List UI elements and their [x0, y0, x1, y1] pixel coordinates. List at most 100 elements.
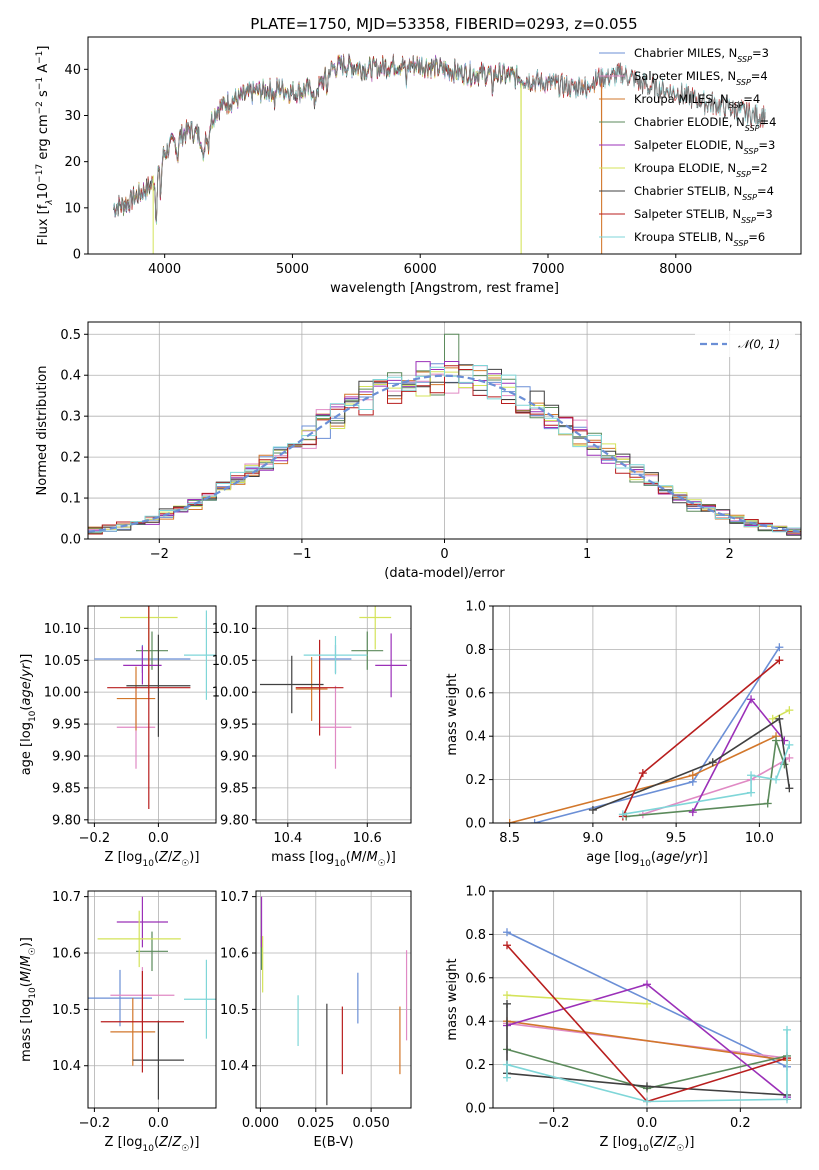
figure-title: PLATE=1750, MJD=53358, FIBERID=0293, z=0…	[250, 15, 637, 33]
tick-label-y: 0.3	[60, 410, 81, 425]
weight-line	[592, 717, 791, 811]
axes-frame	[87, 36, 802, 255]
weight-line	[772, 709, 790, 720]
axes-frame	[255, 890, 412, 1109]
axis-label-x: E(B-V)	[313, 1135, 353, 1150]
tick-label-y: 0.2	[60, 451, 81, 466]
axis-label-x: age [log10(age/yr)]	[586, 850, 708, 869]
tick-label-y: 0.0	[465, 817, 486, 832]
tick-label-y: 10.7	[52, 890, 81, 905]
tick-label-y: 10.05	[212, 654, 249, 669]
axes-frame	[87, 890, 217, 1109]
panel-weight-vs-Z: −0.2 0.0 0.2 0.0 0.2 0.4 0.6 0.8 1.0 Z [log10(Z/Z…	[445, 885, 802, 1154]
panel-residuals: 𝒩(0, 1) −2 −1 0 1 2 0.0 0.1 0.2 0.3 0.4 0.5 (data-mo…	[35, 321, 802, 581]
legend-entry: Salpeter MILES, NSSP=4	[634, 69, 768, 87]
tick-label-y: 10.10	[44, 622, 81, 637]
tick-label-y: 30	[64, 109, 81, 124]
tick-label-y: 0.4	[60, 369, 81, 384]
tick-label-y: 0.0	[60, 533, 81, 548]
tick-label-x: 0	[440, 547, 448, 562]
tick-label-y: 10.00	[212, 686, 249, 701]
axes-frame	[255, 605, 412, 824]
tick-label-y: 9.95	[52, 718, 81, 733]
axis-label-x: Z [log10(Z/Z☉)]	[105, 850, 200, 869]
axis-label-y: mass weight	[445, 958, 460, 1040]
tick-label-x: −2	[150, 547, 169, 562]
weight-line	[534, 646, 781, 823]
data-spectrum-line	[113, 56, 766, 222]
tick-label-x: 4000	[148, 262, 181, 277]
panel-spectrum: Chabrier MILES, NSSP=3 Salpeter MILES, NS…	[35, 36, 802, 296]
tick-label-x: 5000	[276, 262, 309, 277]
tick-label-x: 2	[726, 547, 734, 562]
axis-label-y: age [log10(age/yr)]	[19, 654, 38, 776]
tick-label-x: 10.0	[745, 831, 774, 846]
axes-frame	[492, 605, 802, 824]
legend-entry: Chabrier MILES, NSSP=3	[634, 46, 769, 64]
axis-label-y: mass [log10(M/M☉)]	[19, 937, 38, 1062]
tick-label-x: 0.025	[297, 1116, 334, 1131]
tick-label-y: 10.6	[220, 947, 249, 962]
tick-label-y: 1.0	[465, 885, 486, 900]
tick-label-x: 8000	[659, 262, 692, 277]
weight-line	[506, 931, 788, 1068]
tick-label-y: 40	[64, 63, 81, 78]
tick-label-y: 0.4	[465, 730, 486, 745]
tick-label-x: 9.0	[583, 831, 604, 846]
legend-entry: Salpeter STELIB, NSSP=3	[634, 207, 773, 225]
tick-label-y: 0.8	[465, 928, 486, 943]
tick-label-y: 10.5	[220, 1003, 249, 1018]
tick-label-x: 1	[583, 547, 591, 562]
tick-label-y: 10.10	[212, 622, 249, 637]
panel-age-vs-Z: −0.2 0.0 9.80 9.85 9.90 9.95 10.00 10.05 10.10 Z …	[19, 605, 217, 869]
tick-label-y: 1.0	[465, 600, 486, 615]
axis-label-x: mass [log10(M/M☉)]	[271, 850, 396, 869]
tick-label-x: −0.2	[79, 1116, 111, 1131]
legend-entry: Chabrier STELIB, NSSP=4	[634, 184, 774, 202]
legend-entry: Kroupa ELODIE, NSSP=2	[634, 161, 768, 179]
axis-label-x: wavelength [Angstrom, rest frame]	[330, 281, 559, 296]
tick-label-y: 10.05	[44, 654, 81, 669]
legend-entry: 𝒩(0, 1)	[738, 337, 780, 351]
tick-label-y: 0.4	[465, 1015, 486, 1030]
plot-area-weight-vs-Z	[503, 928, 791, 1106]
panel-mass-vs-EBV: 0.000 0.025 0.050 10.4 10.5 10.6 10.7 E(B-V)	[220, 890, 412, 1150]
tick-label-y: 0	[73, 248, 81, 263]
tick-label-x: 0.050	[353, 1116, 390, 1131]
tick-label-x: 0.0	[637, 1116, 658, 1131]
tick-label-x: 6000	[404, 262, 437, 277]
weight-line	[506, 994, 648, 1005]
axis-label-y: Flux [fλ10−17 erg cm−2 s−1 A−1]	[35, 46, 55, 246]
panel-mass-vs-Z: −0.2 0.0 10.4 10.5 10.6 10.7 Z [log10(Z/Z☉)] ma…	[19, 890, 217, 1154]
tick-label-y: 0.5	[60, 328, 81, 343]
tick-label-x: 8.5	[499, 831, 520, 846]
tick-label-x: 0.0	[148, 831, 169, 846]
legend-entry: Salpeter ELODIE, NSSP=3	[634, 138, 775, 156]
tick-label-y: 0.6	[465, 971, 486, 986]
tick-label-y: 0.1	[60, 492, 81, 507]
weight-line	[506, 1003, 788, 1096]
tick-label-x: 9.5	[666, 831, 687, 846]
tick-label-y: 9.80	[52, 813, 81, 828]
plot-area-spectrum	[113, 53, 766, 254]
normal-curve	[88, 374, 801, 533]
tick-label-y: 9.95	[220, 718, 249, 733]
tick-label-y: 10	[64, 201, 81, 216]
tick-label-y: 10.4	[52, 1059, 81, 1074]
tick-label-y: 10.6	[52, 947, 81, 962]
tick-label-y: 9.90	[220, 749, 249, 764]
panel-weight-vs-age: 8.5 9.0 9.5 10.0 0.0 0.2 0.4 0.6 0.8 1.0 age [log1…	[445, 600, 802, 869]
tick-label-y: 9.85	[220, 781, 249, 796]
tick-label-x: 0.0	[148, 1116, 169, 1131]
tick-label-y: 10.5	[52, 1003, 81, 1018]
axis-label-x: Z [log10(Z/Z☉)]	[600, 1135, 695, 1154]
tick-label-y: 0.0	[465, 1102, 486, 1117]
plot-area-mass-vs-EBV	[260, 896, 408, 1106]
plot-area-age-vs-Z	[94, 606, 216, 809]
tick-label-x: 0.2	[730, 1116, 751, 1131]
weight-line	[626, 740, 786, 818]
tick-label-x: 10.6	[353, 831, 382, 846]
tick-label-y: 10.4	[220, 1059, 249, 1074]
tick-label-y: 10.7	[220, 890, 249, 905]
